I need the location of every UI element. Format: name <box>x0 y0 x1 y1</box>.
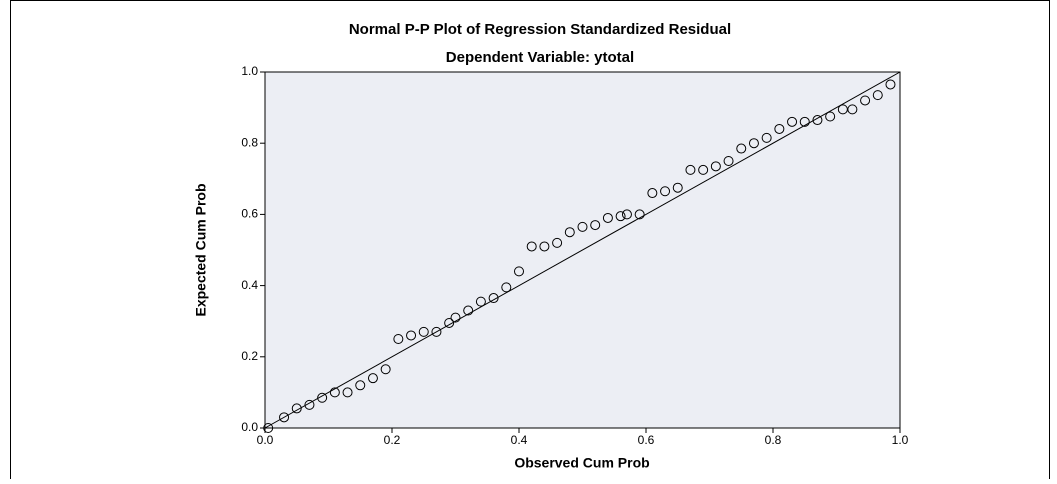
x-axis-label: Observed Cum Prob <box>514 455 649 471</box>
chart-title: Normal P-P Plot of Regression Standardiz… <box>349 21 731 38</box>
point <box>444 317 455 328</box>
point <box>799 116 810 127</box>
chart-subtitle: Dependent Variable: ytotal <box>446 49 634 66</box>
point <box>872 90 883 101</box>
point <box>787 116 798 127</box>
point <box>406 330 417 341</box>
point <box>393 334 404 344</box>
point <box>342 387 353 398</box>
point <box>475 296 486 307</box>
x-tick-label: 0.0 <box>257 433 274 447</box>
point <box>723 156 734 166</box>
point <box>355 380 366 391</box>
point <box>418 326 429 337</box>
point <box>685 164 696 175</box>
point <box>812 115 823 126</box>
x-tick-label: 0.4 <box>511 433 528 447</box>
point <box>463 305 474 316</box>
y-tick-label: 0.6 <box>241 207 258 221</box>
frame <box>10 0 1050 484</box>
point <box>860 95 871 106</box>
point <box>647 188 658 199</box>
point <box>514 266 524 277</box>
point <box>774 123 785 134</box>
point <box>837 104 848 115</box>
point <box>621 209 632 220</box>
point <box>885 79 896 90</box>
y-tick-label: 0.4 <box>241 278 258 292</box>
y-tick-label: 0.2 <box>241 349 258 363</box>
point <box>748 138 759 149</box>
y-axis-label: Expected Cum Prob <box>193 183 209 316</box>
point <box>263 423 274 433</box>
point <box>279 412 290 423</box>
y-tick-label: 0.8 <box>241 135 258 149</box>
point <box>367 373 378 384</box>
point <box>660 186 671 197</box>
point <box>761 132 772 143</box>
point <box>564 227 575 238</box>
point <box>634 209 645 220</box>
y-tick-label: 0.0 <box>241 420 258 434</box>
point <box>291 403 302 414</box>
reference-line <box>264 71 901 429</box>
point <box>602 212 613 223</box>
x-tick-label: 0.2 <box>384 433 401 447</box>
point <box>501 282 512 293</box>
x-tick-label: 0.6 <box>638 433 655 447</box>
x-tick-label: 0.8 <box>765 433 782 447</box>
point <box>672 182 683 193</box>
point <box>710 161 721 172</box>
y-tick-label: 1.0 <box>241 64 258 78</box>
x-tick-label: 1.0 <box>892 433 909 447</box>
point <box>526 241 537 252</box>
point <box>304 399 315 410</box>
point <box>590 220 601 231</box>
point <box>539 241 550 252</box>
point <box>450 312 461 323</box>
point <box>329 387 340 398</box>
point <box>847 104 858 115</box>
point <box>380 364 391 375</box>
point <box>552 237 563 248</box>
point <box>698 164 709 175</box>
point <box>825 111 836 122</box>
point <box>615 211 626 222</box>
point <box>577 221 588 232</box>
point <box>317 392 328 403</box>
point <box>736 143 747 154</box>
point <box>488 293 499 304</box>
point <box>431 326 442 337</box>
